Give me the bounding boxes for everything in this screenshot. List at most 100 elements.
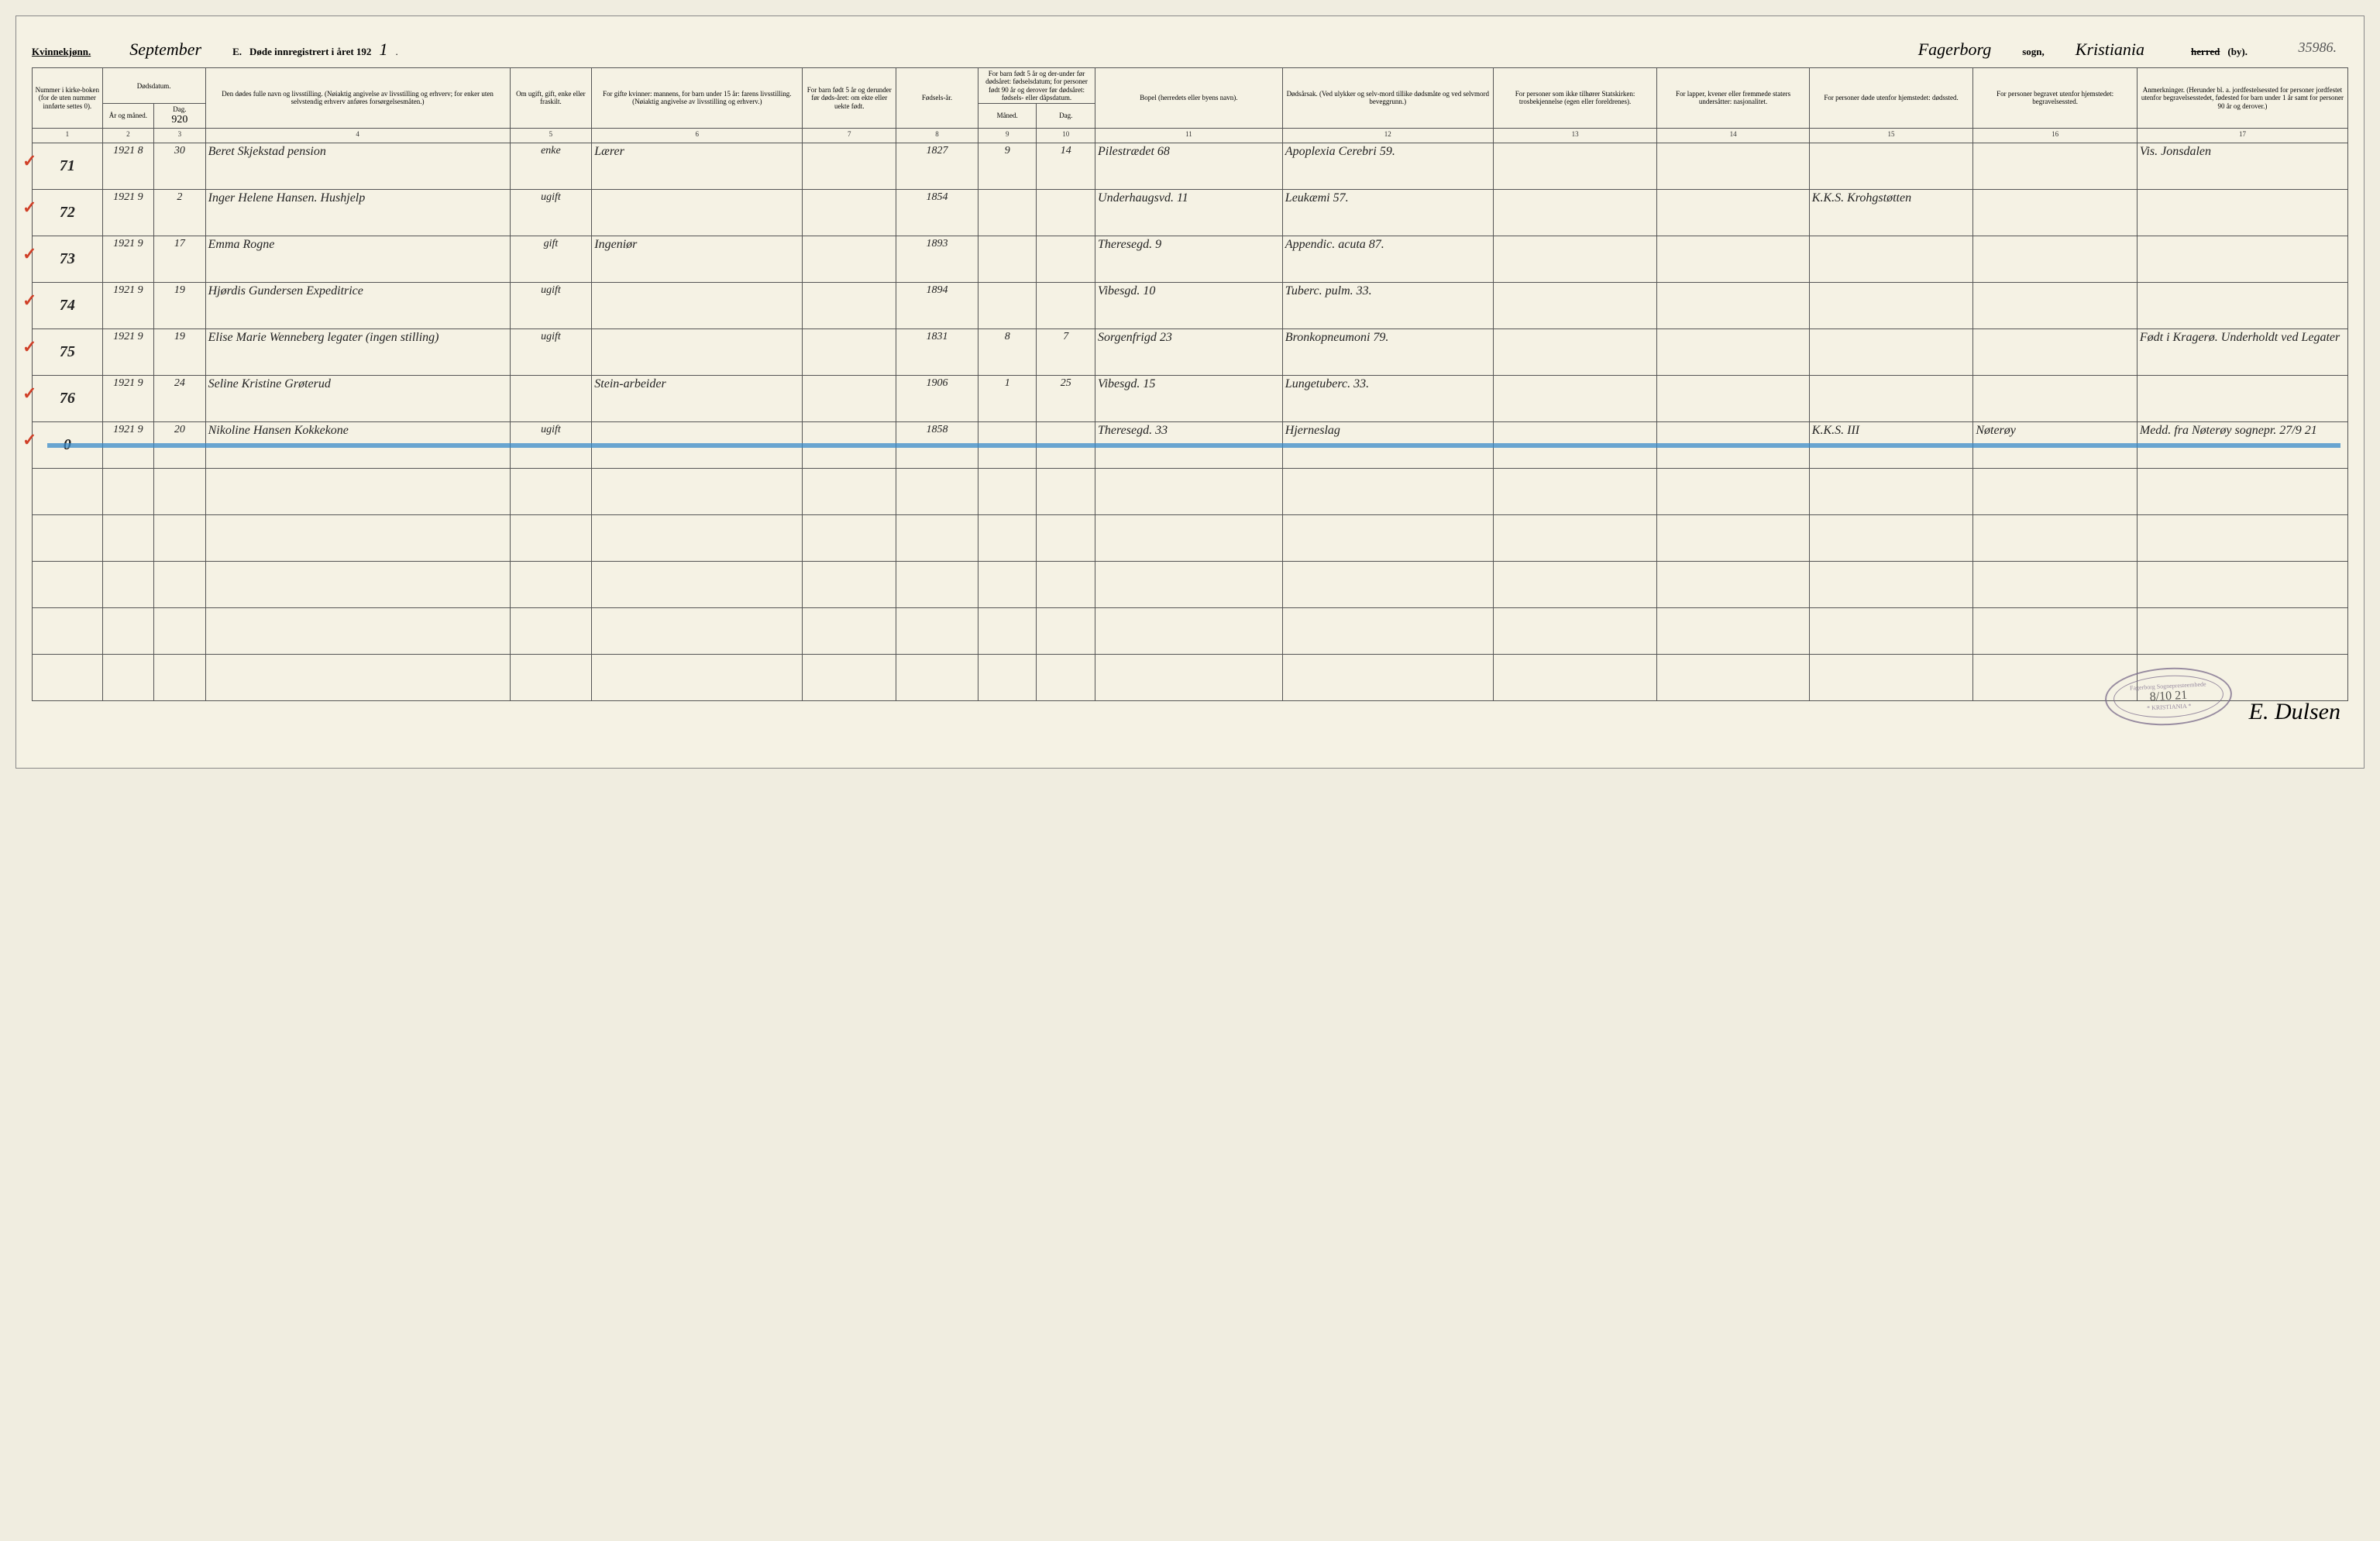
cell-birth-day	[1037, 189, 1095, 236]
cell-year-month: 1921 9	[102, 282, 153, 328]
column-number: 6	[592, 128, 803, 143]
parish-label: sogn,	[2022, 46, 2045, 58]
cell-birth-year: 1894	[896, 282, 978, 328]
cell-name: Inger Helene Hansen. Hushjelp	[205, 189, 510, 236]
cell-birth-day: 25	[1037, 375, 1095, 421]
cell-burial-place	[1973, 282, 2138, 328]
empty-row	[33, 607, 2348, 654]
table-row: 751921 919Elise Marie Wenneberg legater …	[33, 328, 2348, 375]
cell-birth-day: 14	[1037, 143, 1095, 189]
table-row: 761921 924Seline Kristine Grøterud Stein-…	[33, 375, 2348, 421]
cell-spouse: Stein-arbeider	[592, 375, 803, 421]
cell-status: ugift	[510, 328, 592, 375]
cell-burial-place	[1973, 236, 2138, 282]
gender-label: Kvinnekjønn.	[32, 46, 91, 58]
cell-death-place	[1809, 236, 1973, 282]
month-handwritten: September	[129, 40, 201, 60]
cell-residence: Theresegd. 9	[1095, 236, 1283, 282]
column-number-row: 1234567891011121314151617	[33, 128, 2348, 143]
col-header-3: Dag. 920	[154, 104, 205, 128]
table-body: 1234567891011121314151617 711921 830Bere…	[33, 128, 2348, 700]
stamp-bottom: * KRISTIANIA *	[2147, 702, 2192, 711]
cell-nationality	[1657, 236, 1809, 282]
cell-year-month: 1921 9	[102, 375, 153, 421]
cell-remarks: Født i Kragerø. Underholdt ved Legater	[2137, 328, 2347, 375]
table-row: 731921 917Emma RognegiftIngeniør1893Ther…	[33, 236, 2348, 282]
cell-status: gift	[510, 236, 592, 282]
cell-death-place	[1809, 282, 1973, 328]
margin-tick: ✓	[22, 198, 36, 218]
cell-name: Seline Kristine Grøterud	[205, 375, 510, 421]
cell-birth-day	[1037, 282, 1095, 328]
col-header-6: For gifte kvinner: mannens, for barn und…	[592, 68, 803, 129]
cell-legitimacy	[803, 282, 896, 328]
cell-legitimacy	[803, 236, 896, 282]
cell-legitimacy	[803, 143, 896, 189]
cell-remarks	[2137, 236, 2347, 282]
column-number: 17	[2137, 128, 2347, 143]
cell-birth-month	[978, 189, 1037, 236]
year-suffix: 1	[379, 40, 387, 60]
cell-residence: Underhaugsvd. 11	[1095, 189, 1283, 236]
cell-birth-month	[978, 236, 1037, 282]
col-header-14: For lapper, kvener eller fremmede stater…	[1657, 68, 1809, 129]
cell-confession	[1493, 189, 1657, 236]
cell-birth-month	[978, 282, 1037, 328]
parish-handwritten: Fagerborg	[1918, 40, 1992, 60]
cell-cause: Tuberc. pulm. 33.	[1282, 282, 1493, 328]
cell-cause: Leukæmi 57.	[1282, 189, 1493, 236]
col-header-9-10-top: For barn født 5 år og der-under før døds…	[978, 68, 1095, 104]
cell-cause: Lungetuberc. 33.	[1282, 375, 1493, 421]
cell-day: 19	[154, 328, 205, 375]
cell-confession	[1493, 328, 1657, 375]
cell-birth-year: 1854	[896, 189, 978, 236]
cell-num: 76	[33, 375, 103, 421]
cell-year-month: 1921 8	[102, 143, 153, 189]
cell-nationality	[1657, 189, 1809, 236]
cell-num: 71	[33, 143, 103, 189]
empty-row	[33, 514, 2348, 561]
blue-strikethrough	[47, 443, 2340, 448]
margin-tick: ✓	[22, 384, 36, 404]
col-header-17: Anmerkninger. (Herunder bl. a. jordfeste…	[2137, 68, 2347, 129]
col-header-13: For personer som ikke tilhører Statskirk…	[1493, 68, 1657, 129]
cell-day: 24	[154, 375, 205, 421]
cell-num: 73	[33, 236, 103, 282]
cell-spouse	[592, 282, 803, 328]
cell-year-month: 1921 9	[102, 328, 153, 375]
cell-day: 30	[154, 143, 205, 189]
table-head: Nummer i kirke-boken (for de uten nummer…	[33, 68, 2348, 129]
column-number: 7	[803, 128, 896, 143]
cell-year-month: 1921 9	[102, 236, 153, 282]
cell-num: 72	[33, 189, 103, 236]
col-header-8: Fødsels-år.	[896, 68, 978, 129]
col-header-2: År og måned.	[102, 104, 153, 128]
column-number: 13	[1493, 128, 1657, 143]
cell-birth-month: 9	[978, 143, 1037, 189]
col-header-10: Dag.	[1037, 104, 1095, 128]
herred-strike: herred	[2191, 46, 2220, 58]
cell-nationality	[1657, 282, 1809, 328]
cell-remarks	[2137, 189, 2347, 236]
cell-status: enke	[510, 143, 592, 189]
col-header-5: Om ugift, gift, enke eller fraskilt.	[510, 68, 592, 129]
cell-birth-year: 1831	[896, 328, 978, 375]
margin-tick: ✓	[22, 291, 36, 311]
cell-birth-day	[1037, 236, 1095, 282]
table-row: 711921 830Beret Skjekstad pensionenkeLær…	[33, 143, 2348, 189]
column-number: 4	[205, 128, 510, 143]
cell-num: 74	[33, 282, 103, 328]
register-page: 35986. Kvinnekjønn. September E. Døde in…	[15, 15, 2365, 769]
page-number: 35986.	[2299, 40, 2337, 56]
cell-legitimacy	[803, 375, 896, 421]
column-number: 12	[1282, 128, 1493, 143]
cell-name: Elise Marie Wenneberg legater (ingen sti…	[205, 328, 510, 375]
cell-birth-year: 1827	[896, 143, 978, 189]
cell-nationality	[1657, 143, 1809, 189]
cell-birth-day: 7	[1037, 328, 1095, 375]
column-number: 2	[102, 128, 153, 143]
cell-spouse: Ingeniør	[592, 236, 803, 282]
cell-remarks	[2137, 282, 2347, 328]
cell-death-place	[1809, 375, 1973, 421]
col-header-7: For barn født 5 år og derunder før døds-…	[803, 68, 896, 129]
